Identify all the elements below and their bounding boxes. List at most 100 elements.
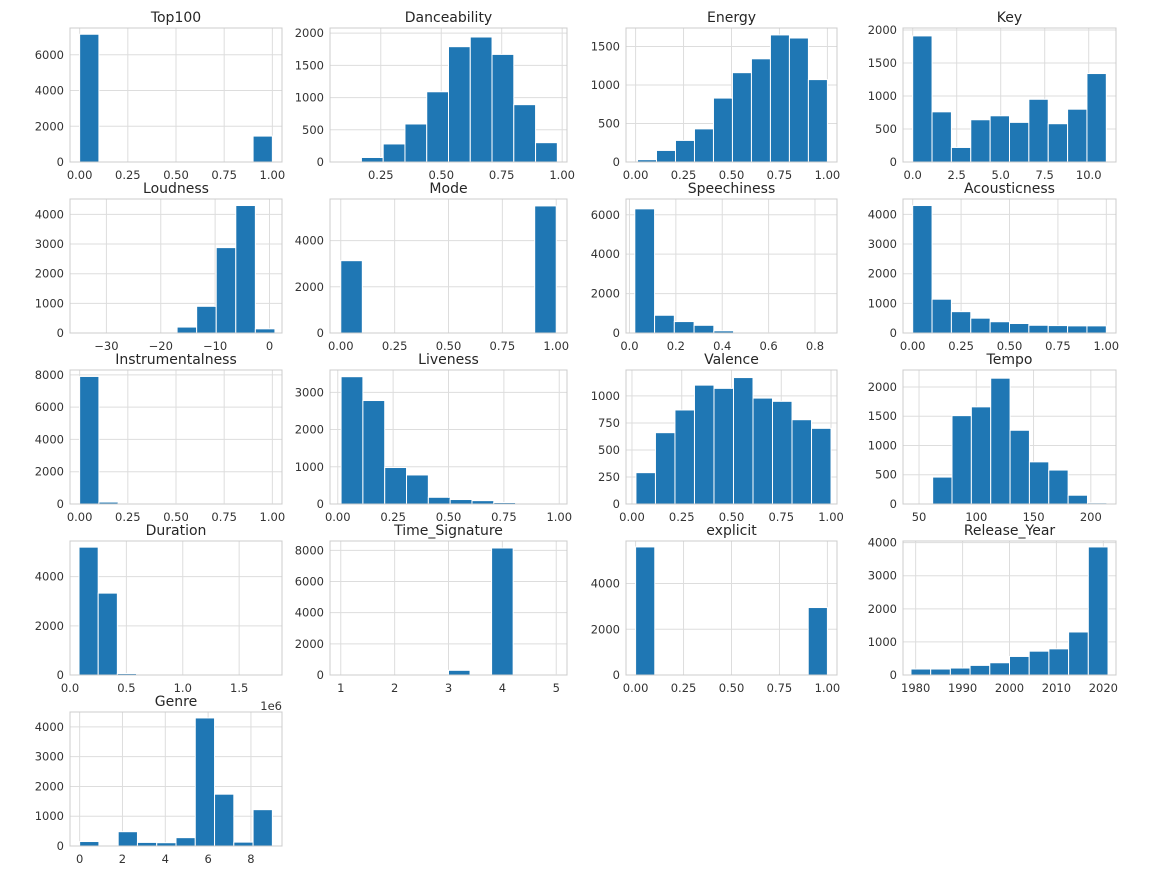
plot-frame (625, 27, 838, 163)
histogram-title: Acousticness (964, 181, 1055, 197)
y-tick-label: 6000 (591, 208, 620, 222)
x-tick-label: 0.25 (671, 168, 697, 182)
histogram-bar (674, 139, 695, 163)
y-tick-label: 500 (875, 122, 897, 136)
y-tick-label: 0 (613, 497, 620, 511)
x-tick-label: 0.00 (328, 339, 354, 353)
histogram-bar (448, 46, 471, 163)
histogram-bar (951, 415, 972, 505)
x-tick-label: 0.75 (490, 339, 516, 353)
x-tick-label: 1.00 (815, 168, 841, 182)
y-tick-label: 0 (57, 497, 64, 511)
histogram-bar (811, 427, 832, 505)
plot-frame (902, 198, 1117, 334)
y-tick-label: 2000 (35, 619, 64, 633)
x-tick-label: 0.75 (1045, 339, 1071, 353)
histogram-bar (117, 831, 138, 847)
y-tick-label: 4000 (35, 720, 64, 734)
histogram-bar (931, 111, 952, 163)
histogram-bar (79, 375, 100, 505)
x-tick-label: 1.00 (815, 681, 841, 695)
x-tick-label: 7.5 (1036, 168, 1054, 182)
histogram-bar (235, 205, 256, 334)
histogram-bar (969, 664, 991, 676)
histogram-title: Tempo (986, 352, 1033, 368)
histogram-title: Mode (429, 181, 467, 197)
x-tick-label: 0.50 (436, 339, 462, 353)
y-tick-label: 0 (57, 326, 64, 340)
x-tick-label: 0.8 (806, 339, 824, 353)
histogram-bar (79, 841, 100, 847)
x-tick-label: 1.00 (549, 168, 575, 182)
y-tick-label: 0 (317, 668, 324, 682)
histogram-bar (654, 314, 675, 334)
histogram-bar (1047, 325, 1069, 334)
histogram-bar (712, 97, 733, 163)
histogram-bar (469, 36, 493, 163)
y-tick-label: 2000 (35, 779, 64, 793)
histogram-title: Liveness (418, 352, 479, 368)
histogram-bar (406, 474, 429, 505)
histogram-title: Duration (146, 523, 207, 539)
plot-frame (329, 27, 568, 163)
histogram-bar (340, 260, 363, 334)
histogram-bar (1028, 98, 1049, 163)
x-tick-label: −30 (94, 339, 118, 353)
y-tick-label: 2000 (35, 119, 64, 133)
x-tick-label: 0.75 (489, 168, 515, 182)
histogram-bar (136, 841, 158, 847)
y-tick-label: 4000 (35, 84, 64, 98)
y-tick-label: 8000 (295, 543, 324, 557)
x-tick-label: 0.75 (767, 168, 793, 182)
histogram-mode: 0.00 0.25 0.50 0.75 1.00 0 2000 4000 Mode (295, 181, 569, 353)
histogram-bar (448, 669, 471, 676)
histogram-bar (360, 156, 384, 163)
x-tick-label: 1990 (948, 681, 977, 695)
histogram-bar (654, 432, 676, 505)
histogram-bar (713, 387, 734, 505)
histogram-acousticness: 0.00 0.25 0.50 0.75 1.00 0 1000 2000 3000 4000 Aco… (868, 181, 1119, 353)
histogram-bar (79, 33, 100, 163)
histogram-bar (769, 34, 790, 163)
plot-frame (625, 198, 838, 334)
histogram-bar (1086, 73, 1107, 163)
x-tick-label: 0.4 (713, 339, 731, 353)
x-tick-label: 0.25 (115, 168, 141, 182)
histogram-instrumentalness: 0.00 0.25 0.50 0.75 1.00 0 2000 4000 6000 8000 Ins… (35, 352, 285, 524)
x-tick-label: 5.0 (992, 168, 1010, 182)
y-tick-label: 0 (57, 155, 64, 169)
plot-frame (69, 540, 283, 676)
y-tick-label: 0 (613, 155, 620, 169)
y-tick-label: 3000 (868, 237, 897, 251)
histogram-bar (970, 406, 992, 505)
histogram-bar (426, 91, 449, 163)
y-tick-label: 4000 (591, 577, 620, 591)
y-tick-label: 3000 (35, 750, 64, 764)
histogram-bar (970, 119, 991, 163)
y-tick-label: 1000 (868, 296, 897, 310)
histogram-title: Instrumentalness (115, 352, 237, 368)
x-tick-label: 0 (76, 852, 83, 866)
y-tick-label: 0 (890, 497, 897, 511)
histogram-bar (382, 143, 406, 163)
y-tick-label: 0 (57, 839, 64, 853)
histogram-bar (931, 298, 952, 334)
histogram-bar (950, 311, 972, 334)
histogram-title: Speechiness (688, 181, 776, 197)
histogram-bar (97, 592, 118, 676)
plot-area (70, 712, 282, 846)
histogram-title: Loudness (143, 181, 209, 197)
plot-frame (69, 198, 283, 334)
y-tick-label: 2000 (295, 280, 324, 294)
histogram-energy: 0.00 0.25 0.50 0.75 1.00 0 500 1000 1500 Energy (591, 10, 840, 182)
histogram-bar (1086, 325, 1107, 334)
histogram-bar (254, 328, 276, 334)
histogram-bar (1087, 546, 1109, 676)
x-tick-label: 0.00 (67, 510, 93, 524)
x-tick-label: 0.75 (491, 510, 517, 524)
y-tick-label: 8000 (35, 368, 64, 382)
x-tick-label: 0.75 (767, 681, 793, 695)
y-tick-label: 1000 (295, 91, 324, 105)
y-tick-label: 2000 (295, 26, 324, 40)
y-tick-label: 4000 (868, 207, 897, 221)
